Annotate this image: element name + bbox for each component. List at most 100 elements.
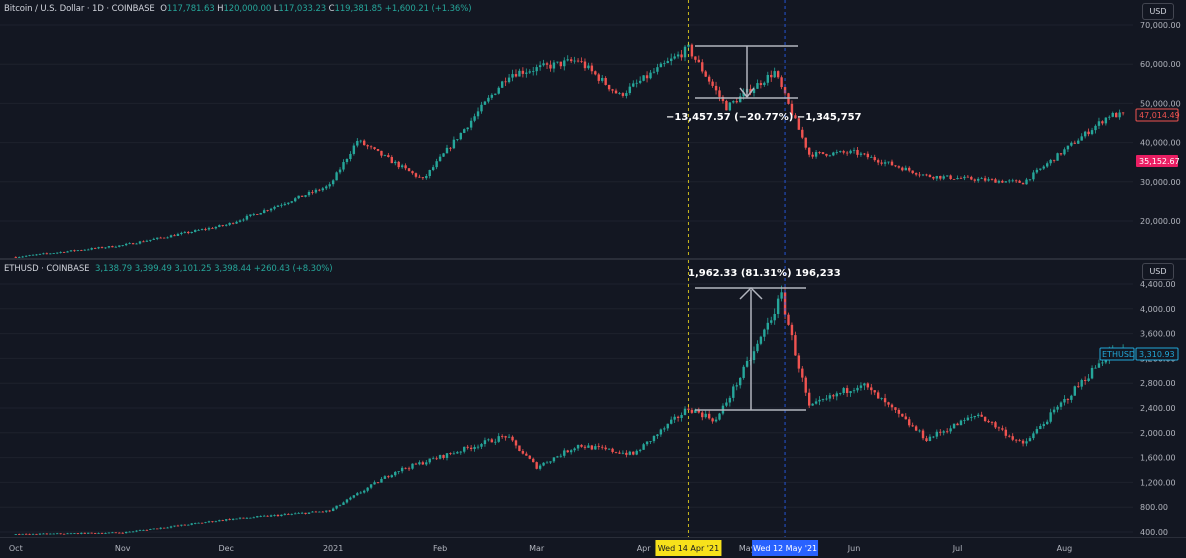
candle-body (1063, 149, 1066, 155)
candle-body (694, 56, 697, 60)
candle-body (107, 532, 111, 534)
candle-body (994, 179, 997, 183)
candle-body (211, 521, 214, 523)
candle-body (914, 173, 918, 175)
candle-body (876, 160, 880, 163)
btc-candlestick-chart[interactable]: 70,000.00 60,000.00 50,000.00 40,000.00 30,0… (0, 0, 1186, 258)
price-tick-label: 50,000.00 (1140, 99, 1181, 108)
candle-body (1008, 180, 1011, 182)
candle-body (704, 413, 707, 418)
candle-body (725, 402, 728, 406)
candle-body (397, 161, 400, 168)
candle-body (435, 161, 438, 168)
candle-body (801, 368, 804, 378)
price-tick-label: 400.00 (1140, 528, 1168, 537)
candle-body (24, 255, 28, 257)
candle-body (742, 366, 745, 378)
candle-body (1087, 378, 1090, 381)
candle-body (866, 153, 870, 158)
candle-body (628, 86, 632, 94)
candle-body (373, 147, 376, 149)
candle-body (845, 388, 849, 394)
candle-body (745, 360, 749, 367)
candle-body (1118, 112, 1121, 118)
candle-body (55, 533, 59, 535)
candle-body (556, 456, 559, 458)
candle-body (442, 153, 445, 157)
eth-currency-button[interactable]: USD (1142, 263, 1174, 280)
candle-body (500, 81, 504, 88)
candle-body (359, 492, 362, 494)
candle-body (773, 313, 776, 321)
candle-body (128, 531, 131, 533)
candle-body (776, 298, 780, 314)
eth-symbol-label: ETHUSD · COINBASE (4, 264, 90, 274)
candle-body (701, 412, 704, 418)
candle-body (262, 515, 266, 517)
candle-body (828, 395, 832, 399)
candle-body (849, 150, 852, 154)
candle-body (394, 471, 397, 476)
candle-body (663, 63, 666, 64)
candle-body (1056, 153, 1059, 161)
svg-text:Wed 12 May '21: Wed 12 May '21 (753, 544, 817, 553)
candle-body (990, 422, 994, 423)
candle-body (304, 195, 307, 197)
candle-body (676, 54, 680, 57)
candle-body (1083, 131, 1087, 137)
candle-body (131, 243, 135, 245)
eth-chart-pane[interactable]: 4,400.004,000.003,600.003,200.002,800.00… (0, 260, 1186, 537)
candle-body (187, 524, 190, 526)
candle-body (349, 497, 352, 500)
candle-body (497, 436, 500, 442)
candle-body (1004, 429, 1008, 436)
candle-body (852, 390, 856, 392)
candle-body (873, 390, 876, 393)
candle-body (421, 177, 425, 179)
candle-body (38, 533, 42, 535)
eth-candlestick-chart[interactable]: 4,400.004,000.003,600.003,200.002,800.00… (0, 260, 1186, 537)
candle-body (607, 448, 611, 450)
candle-body (169, 235, 173, 238)
price-tick-label: 30,000.00 (1140, 178, 1181, 187)
candle-body (452, 139, 456, 149)
candle-body (1094, 125, 1097, 131)
candle-body (62, 252, 66, 253)
time-axis-label: Aug (1057, 544, 1073, 553)
pane-separator[interactable] (0, 258, 1186, 260)
candle-body (918, 430, 921, 432)
candle-body (173, 525, 176, 527)
candle-body (280, 514, 283, 517)
time-axis[interactable]: Oct Nov Dec 2021 Feb Mar Apr May Jun Jul Aug Wed 14… (0, 537, 1186, 558)
price-tick-label: 4,000.00 (1140, 305, 1176, 314)
candle-body (1001, 180, 1004, 183)
candle-body (618, 452, 621, 454)
candle-body (538, 65, 542, 68)
candle-body (459, 451, 462, 453)
candle-body (739, 96, 742, 103)
btc-marker-price-tag: 35,152.67 (1136, 155, 1180, 167)
candle-body (352, 495, 356, 498)
candle-body (601, 446, 604, 448)
btc-currency-button[interactable]: USD (1142, 3, 1174, 20)
candle-body (297, 513, 300, 514)
candle-body (514, 440, 518, 446)
candle-body (921, 174, 925, 176)
candle-body (93, 248, 97, 249)
candle-body (887, 161, 890, 163)
candle-body (832, 395, 835, 397)
candle-body (1052, 159, 1056, 161)
candle-body (538, 465, 542, 469)
candle-body (887, 402, 890, 405)
candle-body (518, 70, 521, 77)
price-tick-label: 20,000.00 (1140, 217, 1181, 226)
candle-body (431, 458, 435, 460)
candle-body (490, 439, 494, 443)
candle-body (290, 201, 293, 203)
btc-chart-pane[interactable]: 70,000.00 60,000.00 50,000.00 40,000.00 30,0… (0, 0, 1186, 258)
candle-body (280, 204, 283, 206)
candle-body (645, 75, 649, 79)
candle-body (904, 416, 907, 420)
candle-body (1018, 440, 1021, 442)
candle-body (697, 59, 701, 63)
